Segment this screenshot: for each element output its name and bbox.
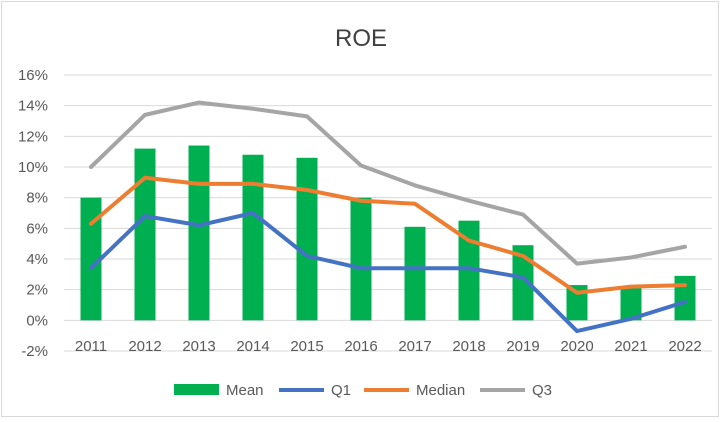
bar-mean-2017 — [404, 226, 426, 321]
bar-mean-2012 — [134, 148, 156, 321]
y-tick-label: 8% — [26, 190, 48, 207]
y-tick-label: -2% — [21, 343, 48, 360]
y-tick-label: 12% — [18, 128, 48, 145]
bar-mean-2022 — [674, 275, 696, 321]
bar-mean-2013 — [188, 145, 210, 321]
x-tick-label: 2020 — [560, 338, 593, 355]
y-tick-label: 10% — [18, 159, 48, 176]
x-tick-label: 2016 — [344, 338, 377, 355]
x-tick-label: 2013 — [182, 338, 215, 355]
line-q1 — [89, 211, 687, 334]
bar-mean-2021 — [620, 288, 642, 321]
y-tick-label: 14% — [18, 98, 48, 115]
y-tick-label: 6% — [26, 220, 48, 237]
chart-title: ROE — [335, 25, 387, 52]
y-tick-label: 4% — [26, 251, 48, 268]
legend-label-median: Median — [416, 382, 465, 399]
chart-svg: ROE -2%0%2%4%6%8%10%12%14%16% 2011 2012 20… — [18, 25, 712, 399]
y-tick-label: 2% — [26, 282, 48, 299]
x-tick-label: 2019 — [506, 338, 539, 355]
y-tick-label: 0% — [26, 312, 48, 329]
bar-mean-2018 — [458, 220, 480, 321]
legend-label-q3: Q3 — [532, 382, 552, 399]
x-tick-label: 2014 — [236, 338, 269, 355]
line-median — [89, 175, 687, 295]
x-tick-label: 2015 — [290, 338, 323, 355]
legend: Mean Q1 Median Q3 — [174, 382, 552, 399]
x-tick-label: 2012 — [128, 338, 161, 355]
gridlines — [64, 74, 712, 352]
x-tick-label: 2021 — [614, 338, 647, 355]
chart-area: ROE -2% 0% 2% 4% 6% 8% 10% 12% 14% 16% 2011 2012 20… — [1, 1, 719, 417]
bar-mean-2019 — [512, 245, 534, 321]
y-tick-label: 16% — [18, 67, 48, 84]
bar-mean-2016 — [350, 197, 372, 321]
bar-mean-2015 — [296, 157, 318, 321]
bar-mean-2014 — [242, 154, 264, 321]
x-tick-label: 2018 — [452, 338, 485, 355]
bar-series-mean — [80, 145, 696, 321]
legend-swatch-mean — [174, 384, 219, 395]
bar-mean-2011 — [80, 197, 102, 321]
legend-label-q1: Q1 — [331, 382, 351, 399]
x-axis: 2011 2012 2013 2014 2015 2016 2017 2018 2019 2020… — [75, 338, 702, 355]
x-tick-label: 2022 — [668, 338, 701, 355]
line-q3 — [89, 100, 687, 266]
x-tick-label: 2017 — [398, 338, 431, 355]
legend-label-mean: Mean — [226, 382, 264, 399]
line-series — [89, 100, 687, 334]
x-tick-label: 2011 — [75, 338, 107, 355]
y-axis: -2% 0% 2% 4% 6% 8% 10% 12% 14% 16% — [18, 67, 48, 360]
